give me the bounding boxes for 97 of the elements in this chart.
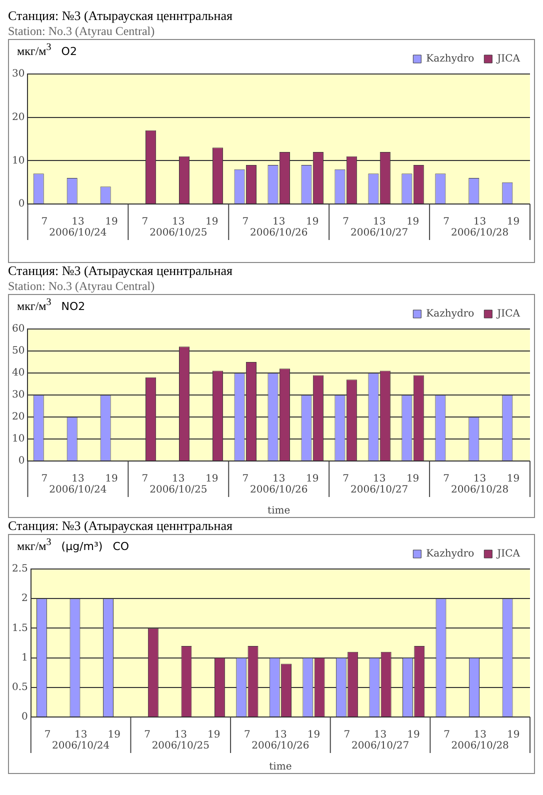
text: 2006/10/24 [49, 228, 107, 239]
x-tick-label: 13 [172, 474, 185, 485]
x-tick-label: 7 [344, 730, 350, 741]
x-tick-label: 7 [342, 474, 350, 485]
x-tick-label: 19 [406, 216, 420, 228]
y-tick-label: 60 [12, 324, 25, 335]
x-tick-label: 13 [473, 216, 486, 228]
x-tick-label: 13 [374, 730, 387, 741]
x-tick-label: 13 [272, 216, 286, 228]
x-axis-title: time [268, 506, 290, 517]
text: CO [112, 540, 130, 553]
x-tick-label: 7 [142, 474, 148, 485]
legend-label: JICA [496, 308, 521, 320]
x-tick-label: 19 [506, 474, 520, 485]
y-tick-label: 1 [22, 652, 28, 664]
text: 2006/10/28 [450, 228, 509, 239]
text: 2006/10/26 [252, 740, 310, 752]
x-tick-label: 13 [72, 474, 84, 485]
x-tick-label: 19 [108, 730, 120, 741]
y-axis-title: мкг/м$^{3}$ [17, 297, 52, 314]
chart-title: Станция: №3 (Атырауская ценнтральная [8, 518, 234, 534]
x-tick-label: 19 [306, 474, 319, 485]
y-tick-label: 10 [12, 434, 25, 445]
x-tick-label: 19 [105, 474, 118, 485]
x-tick-label: 13 [274, 730, 287, 741]
text: 2006/10/28 [450, 484, 509, 496]
x-tick-label: 19 [406, 474, 420, 485]
text: 2006/10/27 [351, 740, 410, 752]
text: O2 [61, 45, 77, 58]
text: (μg/m³) [61, 540, 103, 553]
text: 2006/10/26 [250, 228, 308, 239]
y-tick-label: 0 [18, 198, 25, 210]
y-axis-title: мкг/м$^{3}$ [17, 42, 52, 59]
x-tick-label: 13 [474, 730, 486, 741]
chart-title: Станция: №3 (Атырауская ценнтральная [8, 8, 234, 24]
y-tick-label: 10 [12, 155, 25, 166]
x-tick-label: 7 [242, 474, 249, 485]
text: 2006/10/27 [350, 484, 408, 496]
x-tick-label: 7 [342, 216, 350, 228]
x-tick-label: 19 [105, 216, 118, 228]
x-tick-label: 19 [208, 730, 220, 741]
x-tick-label: 7 [242, 216, 249, 228]
y-tick-label: 2.5 [12, 564, 28, 575]
text: 2006/10/28 [451, 740, 509, 752]
x-axis-title: time [269, 762, 292, 773]
text: 2006/10/26 [250, 484, 308, 496]
y-tick-label: 20 [12, 112, 25, 123]
x-tick-label: 7 [44, 730, 51, 741]
x-tick-label: 13 [174, 730, 187, 741]
x-tick-label: 13 [473, 474, 486, 485]
x-tick-label: 19 [206, 474, 218, 485]
legend-label: Kazhydro [426, 54, 474, 65]
text: 2006/10/25 [150, 228, 208, 239]
y-tick-label: 0 [18, 456, 25, 467]
x-tick-label: 19 [306, 216, 319, 228]
x-tick-label: 13 [172, 216, 185, 228]
y-tick-label: 40 [12, 368, 25, 379]
y-tick-label: 30 [12, 68, 25, 80]
text: 2006/10/24 [52, 740, 110, 752]
y-tick-label: 2 [22, 593, 28, 604]
x-tick-label: 13 [372, 216, 386, 228]
y-tick-label: 50 [12, 346, 25, 357]
x-tick-label: 7 [142, 216, 148, 228]
legend-label: Kazhydro [426, 548, 474, 560]
x-tick-label: 7 [443, 216, 450, 228]
x-tick-label: 13 [74, 730, 88, 741]
x-tick-label: 7 [41, 216, 48, 228]
x-tick-label: 19 [307, 730, 320, 741]
x-tick-label: 7 [443, 474, 450, 485]
y-tick-label: 20 [12, 412, 25, 423]
y-axis-title: мкг/м$^{3}$ [17, 537, 52, 554]
text: NO2 [61, 300, 86, 313]
text: 2006/10/25 [152, 740, 210, 752]
x-tick-label: 7 [41, 474, 48, 485]
x-tick-label: 7 [444, 730, 450, 741]
x-tick-label: 19 [506, 216, 520, 228]
y-tick-label: 0.5 [12, 682, 28, 693]
x-tick-label: 19 [206, 216, 218, 228]
text: 2006/10/27 [350, 228, 408, 239]
y-tick-label: 0 [22, 712, 28, 723]
y-tick-label: 30 [12, 390, 25, 401]
x-tick-label: 13 [72, 216, 84, 228]
chart-subtitle: Station: No.3 (Atyrau Central) [8, 279, 156, 294]
x-tick-label: 7 [244, 730, 250, 741]
x-tick-label: 19 [407, 730, 420, 741]
x-tick-label: 13 [272, 474, 286, 485]
chart-subtitle: Station: No.3 (Atyrau Central) [8, 24, 156, 39]
text: 2006/10/25 [150, 484, 208, 496]
legend-label: JICA [496, 548, 521, 560]
x-tick-label: 19 [506, 730, 520, 741]
legend-label: Kazhydro [426, 308, 474, 320]
x-tick-label: 13 [372, 474, 386, 485]
chart-title: Станция: №3 (Атырауская ценнтральная [8, 263, 234, 279]
y-tick-label: 1.5 [12, 622, 28, 634]
legend-label: JICA [496, 54, 521, 65]
text: 2006/10/24 [49, 484, 107, 496]
x-tick-label: 7 [144, 730, 151, 741]
